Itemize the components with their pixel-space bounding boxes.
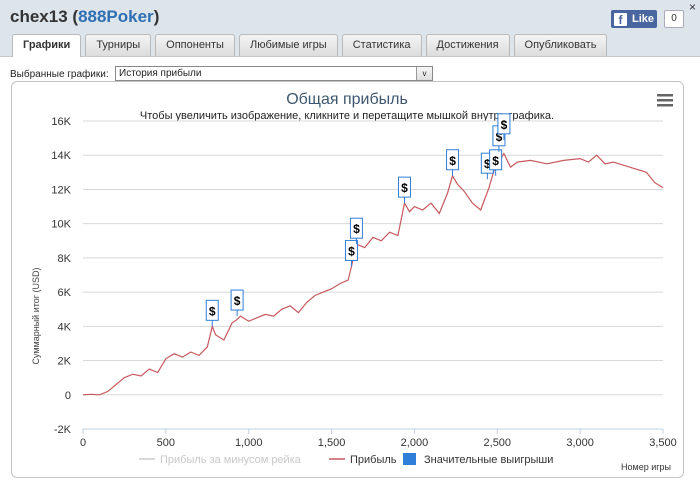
tab-3[interactable]: Оппоненты — [155, 34, 235, 56]
y-tick-label: 2K — [58, 356, 72, 368]
big-win-flag[interactable]: $ — [446, 149, 460, 176]
tab-bar: Графики Турниры Оппоненты Любимые игры Стати… — [12, 34, 611, 57]
y-tick-label: 8K — [58, 253, 72, 265]
chart-container — [11, 81, 684, 478]
x-tick-label: 1,000 — [235, 437, 263, 449]
legend-label: Значительные выигрыши — [424, 454, 553, 466]
flag-box — [446, 149, 460, 171]
flag-box — [344, 239, 358, 261]
dollar-icon: $ — [484, 157, 491, 171]
dollar-icon: $ — [353, 222, 360, 236]
player-name: chex13 — [10, 7, 68, 26]
tab-6[interactable]: Достижения — [425, 34, 510, 56]
legend-label: Прибыль — [350, 454, 397, 466]
big-win-flag[interactable]: $ — [349, 217, 363, 245]
chart-select[interactable]: История прибыли v — [115, 66, 433, 81]
y-tick-label: 12K — [51, 184, 71, 196]
x-tick-label: 3,500 — [649, 437, 677, 449]
big-win-flag[interactable]: $ — [230, 289, 244, 317]
big-win-flag[interactable]: $ — [497, 113, 511, 140]
dollar-icon: $ — [401, 181, 408, 195]
y-tick-label: 16K — [51, 116, 71, 128]
tab-1[interactable]: Графики — [12, 34, 82, 57]
flag-box — [397, 176, 411, 198]
flag-box — [230, 289, 244, 311]
chevron-down-icon: v — [416, 67, 432, 80]
menu-icon[interactable] — [657, 94, 673, 107]
tab-7[interactable]: Опубликовать — [513, 34, 608, 56]
big-win-flags: $$$$$$ $ $$$ — [205, 113, 511, 327]
big-win-flag[interactable]: $ — [344, 239, 358, 267]
dollar-icon: $ — [234, 294, 241, 308]
menu-icon-bar — [657, 104, 673, 107]
legend-swatch — [403, 453, 416, 465]
close-icon[interactable]: × — [688, 0, 696, 14]
x-tick-label: 1,500 — [318, 437, 346, 449]
y-tick-label: -2K — [54, 424, 72, 436]
legend-label: Прибыль за минусом рейка — [160, 454, 302, 466]
dollar-icon: $ — [496, 130, 503, 144]
tab-2[interactable]: Турниры — [85, 34, 152, 56]
legend: Прибыль за минусом рейка Прибыль Значитель… — [139, 453, 553, 466]
legend-item[interactable]: Прибыль — [329, 454, 397, 466]
dollar-icon: $ — [501, 118, 508, 132]
title-bar: chex13 (888Poker) f Like 0 × — [0, 0, 700, 32]
legend-item[interactable]: Значительные выигрыши — [403, 453, 553, 466]
dollar-icon: $ — [492, 154, 499, 168]
dollar-icon: $ — [449, 154, 456, 168]
flag-box — [497, 113, 511, 135]
menu-icon-bar — [657, 99, 673, 102]
like-label: Like — [632, 13, 655, 25]
y-axis-label: Суммарный итог (USD) — [31, 267, 41, 364]
big-win-flag[interactable]: $ — [489, 149, 503, 176]
y-tick-label: 6K — [58, 287, 72, 299]
x-tick-label: 2,500 — [484, 437, 512, 449]
flag-box — [489, 149, 503, 171]
facebook-like-button[interactable]: f Like — [611, 10, 657, 28]
chart-select-value: История прибыли — [119, 68, 202, 79]
y-tick-label: 10K — [51, 219, 71, 231]
grid-lines — [83, 120, 663, 430]
legend-item[interactable]: Прибыль за минусом рейка — [139, 454, 302, 466]
big-win-flag[interactable]: $ — [397, 176, 411, 204]
x-axis-label: Номер игры — [621, 462, 671, 472]
site-name[interactable]: 888Poker — [78, 7, 154, 26]
y-tick-label: 4K — [58, 321, 72, 333]
chart-subtitle: Чтобы увеличить изображение, кликните и … — [140, 110, 554, 122]
facebook-icon: f — [614, 12, 627, 27]
flag-box — [349, 217, 363, 239]
flag-box — [205, 299, 219, 321]
y-axis-ticks: -2K 0 2K 4K 6K 8K 10K 12K 14K 16K — [51, 116, 71, 436]
x-tick-label: 0 — [80, 437, 86, 449]
dollar-icon: $ — [209, 304, 216, 318]
tab-4[interactable]: Любимые игры — [238, 34, 338, 56]
y-tick-label: 14K — [51, 150, 71, 162]
profit-chart[interactable]: Общая прибыль Чтобы увеличить изображени… — [11, 81, 684, 478]
menu-icon-bar — [657, 94, 673, 97]
y-tick-label: 0 — [65, 390, 71, 402]
x-tick-label: 2,000 — [401, 437, 429, 449]
big-win-flag[interactable]: $ — [205, 299, 219, 327]
dollar-icon: $ — [348, 244, 355, 258]
x-axis-ticks: 0 500 1,000 1,500 2,000 2,500 3,000 3,500 — [80, 428, 677, 449]
chart-select-label: Выбранные графики: — [10, 69, 109, 80]
x-tick-label: 3,000 — [566, 437, 594, 449]
window-title: chex13 (888Poker) — [10, 7, 160, 26]
chart-title: Общая прибыль — [286, 91, 408, 108]
like-count: 0 — [664, 10, 684, 28]
x-tick-label: 500 — [157, 437, 175, 449]
tab-5[interactable]: Статистика — [341, 34, 422, 56]
